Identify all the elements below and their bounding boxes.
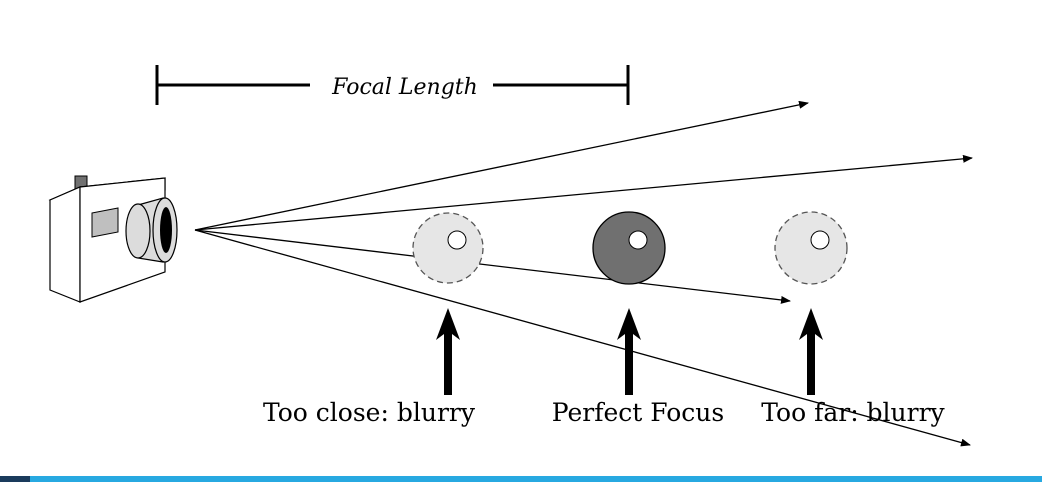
bottom-accent-bar [0,476,1042,482]
label-perfect-focus: Perfect Focus [552,398,724,427]
arrow-up-icon [799,308,823,395]
label-too-far: Too far: blurry [761,398,945,427]
focal-length-label: Focal Length [331,75,478,100]
bottom-bar-light-segment [30,476,1042,482]
focal-length-dimension: Focal Length [155,65,630,105]
bottom-bar-dark-segment [0,476,30,482]
blur-circle-close [412,212,484,284]
ray-upper [194,100,809,231]
light-rays [194,100,973,447]
arrow-up-icon [436,308,460,395]
ray-lower [194,229,971,447]
ray-middle [194,229,791,304]
ray-upper-far [194,154,973,231]
label-too-close: Too close: blurry [263,398,476,427]
camera-icon [48,175,178,303]
focus-circle [592,211,666,285]
arrow-up-icon [617,308,641,395]
blur-circle-far [774,211,848,285]
